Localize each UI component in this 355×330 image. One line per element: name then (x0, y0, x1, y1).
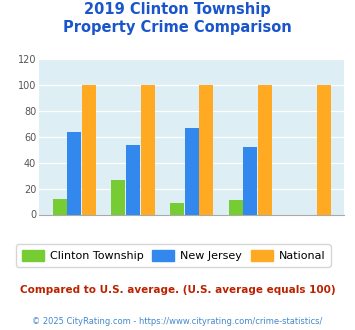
Text: Property Crime Comparison: Property Crime Comparison (63, 20, 292, 35)
Text: Compared to U.S. average. (U.S. average equals 100): Compared to U.S. average. (U.S. average … (20, 285, 335, 295)
Bar (67, 132, 81, 214)
Bar (317, 85, 331, 214)
Bar (126, 145, 140, 214)
Bar (82, 85, 96, 214)
Bar (185, 128, 199, 214)
Bar (53, 199, 67, 214)
Bar (111, 180, 125, 214)
Legend: Clinton Township, New Jersey, National: Clinton Township, New Jersey, National (16, 245, 331, 267)
Text: © 2025 CityRating.com - https://www.cityrating.com/crime-statistics/: © 2025 CityRating.com - https://www.city… (32, 317, 323, 326)
Bar (200, 85, 213, 214)
Bar (141, 85, 155, 214)
Bar (244, 147, 257, 214)
Bar (170, 203, 184, 214)
Bar (229, 200, 243, 214)
Text: 2019 Clinton Township: 2019 Clinton Township (84, 2, 271, 16)
Bar (258, 85, 272, 214)
